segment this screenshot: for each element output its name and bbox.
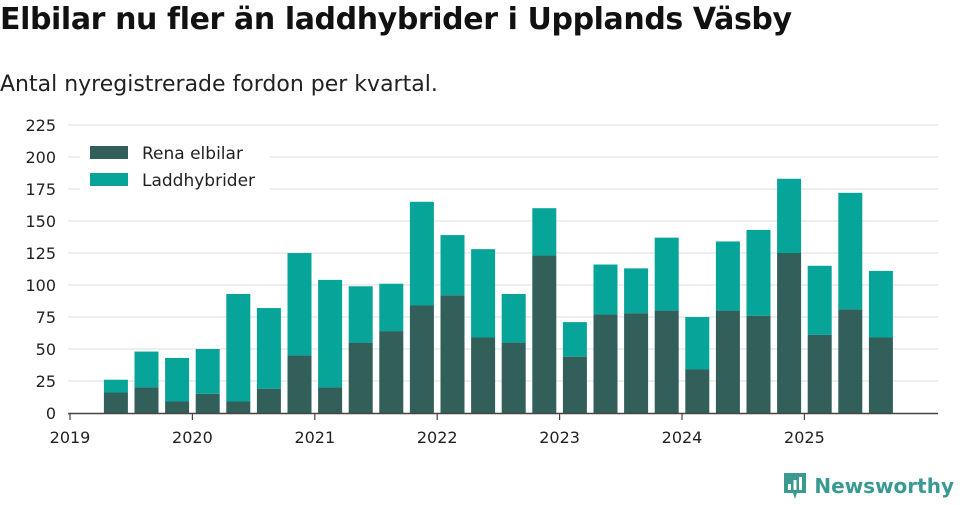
x-tick-label: 2019 — [50, 428, 91, 447]
bar-laddhybrider — [807, 265, 832, 335]
bar-rena-elbilar — [440, 295, 465, 413]
bar-rena-elbilar — [287, 355, 312, 413]
bar-rena-elbilar — [409, 305, 434, 413]
bar-rena-elbilar — [195, 393, 220, 413]
bar-laddhybrider — [256, 308, 281, 389]
bar-rena-elbilar — [654, 310, 679, 413]
bar-rena-elbilar — [838, 309, 863, 413]
chart-title: Elbilar nu fler än laddhybrider i Upplan… — [0, 2, 792, 37]
bar-laddhybrider — [318, 279, 343, 388]
bar-laddhybrider — [103, 379, 128, 393]
bar-laddhybrider — [562, 322, 587, 357]
x-tick-label: 2023 — [539, 428, 580, 447]
y-tick-label: 150 — [25, 212, 56, 231]
x-tick-label: 2020 — [172, 428, 213, 447]
bar-laddhybrider — [440, 235, 465, 296]
bar-rena-elbilar — [501, 342, 526, 413]
bar-rena-elbilar — [868, 337, 893, 413]
x-tick-label: 2022 — [417, 428, 458, 447]
bar-rena-elbilar — [134, 387, 159, 413]
bar-laddhybrider — [501, 293, 526, 343]
bar-rena-elbilar — [777, 253, 802, 413]
bar-rena-elbilar — [532, 255, 557, 413]
bar-rena-elbilar — [624, 313, 649, 413]
x-tick-label: 2025 — [784, 428, 825, 447]
bar-rena-elbilar — [318, 387, 343, 413]
y-tick-label: 200 — [25, 148, 56, 167]
bar-rena-elbilar — [746, 315, 771, 413]
legend-swatch — [90, 146, 128, 159]
bar-rena-elbilar — [471, 337, 496, 413]
legend-label: Laddhybrider — [142, 171, 255, 191]
bar-rena-elbilar — [226, 401, 251, 413]
bar-rena-elbilar — [348, 342, 373, 413]
y-tick-label: 175 — [25, 180, 56, 199]
y-tick-label: 225 — [25, 116, 56, 135]
bar-rena-elbilar — [715, 310, 740, 413]
bar-laddhybrider — [471, 249, 496, 338]
y-tick-label: 75 — [36, 308, 56, 327]
bar-rena-elbilar — [807, 334, 832, 413]
y-tick-label: 100 — [25, 276, 56, 295]
bar-rena-elbilar — [593, 314, 618, 413]
bar-laddhybrider — [226, 293, 251, 402]
brand-name: Newsworthy — [814, 474, 954, 498]
bar-laddhybrider — [715, 241, 740, 311]
legend-label: Rena elbilar — [142, 144, 243, 164]
bar-rena-elbilar — [165, 401, 190, 413]
bar-rena-elbilar — [379, 331, 404, 413]
y-tick-label: 25 — [36, 372, 56, 391]
bar-laddhybrider — [348, 286, 373, 343]
bar-laddhybrider — [287, 253, 312, 356]
newsworthy-logo-icon — [784, 473, 807, 499]
chart-subtitle: Antal nyregistrerade fordon per kvartal. — [0, 72, 438, 97]
bar-laddhybrider — [165, 357, 190, 402]
y-tick-label: 125 — [25, 244, 56, 263]
x-tick-label: 2024 — [662, 428, 703, 447]
bar-rena-elbilar — [685, 369, 710, 413]
x-tick-label: 2021 — [294, 428, 335, 447]
bar-laddhybrider — [134, 351, 159, 388]
legend-swatch — [90, 173, 128, 186]
bar-rena-elbilar — [562, 356, 587, 413]
bar-laddhybrider — [624, 268, 649, 314]
bar-laddhybrider — [685, 317, 710, 370]
bar-rena-elbilar — [256, 388, 281, 413]
y-tick-label: 50 — [36, 340, 56, 359]
bar-laddhybrider — [838, 192, 863, 310]
bar-laddhybrider — [868, 270, 893, 338]
bar-rena-elbilar — [103, 392, 128, 413]
brand-logo: Newsworthy — [782, 471, 954, 501]
bar-laddhybrider — [746, 229, 771, 316]
bar-laddhybrider — [777, 178, 802, 253]
bar-laddhybrider — [195, 349, 220, 394]
bar-laddhybrider — [379, 283, 404, 332]
y-tick-label: 0 — [46, 404, 56, 423]
bar-laddhybrider — [593, 264, 618, 315]
bar-laddhybrider — [654, 237, 679, 311]
bar-laddhybrider — [532, 208, 557, 256]
bar-laddhybrider — [409, 201, 434, 306]
